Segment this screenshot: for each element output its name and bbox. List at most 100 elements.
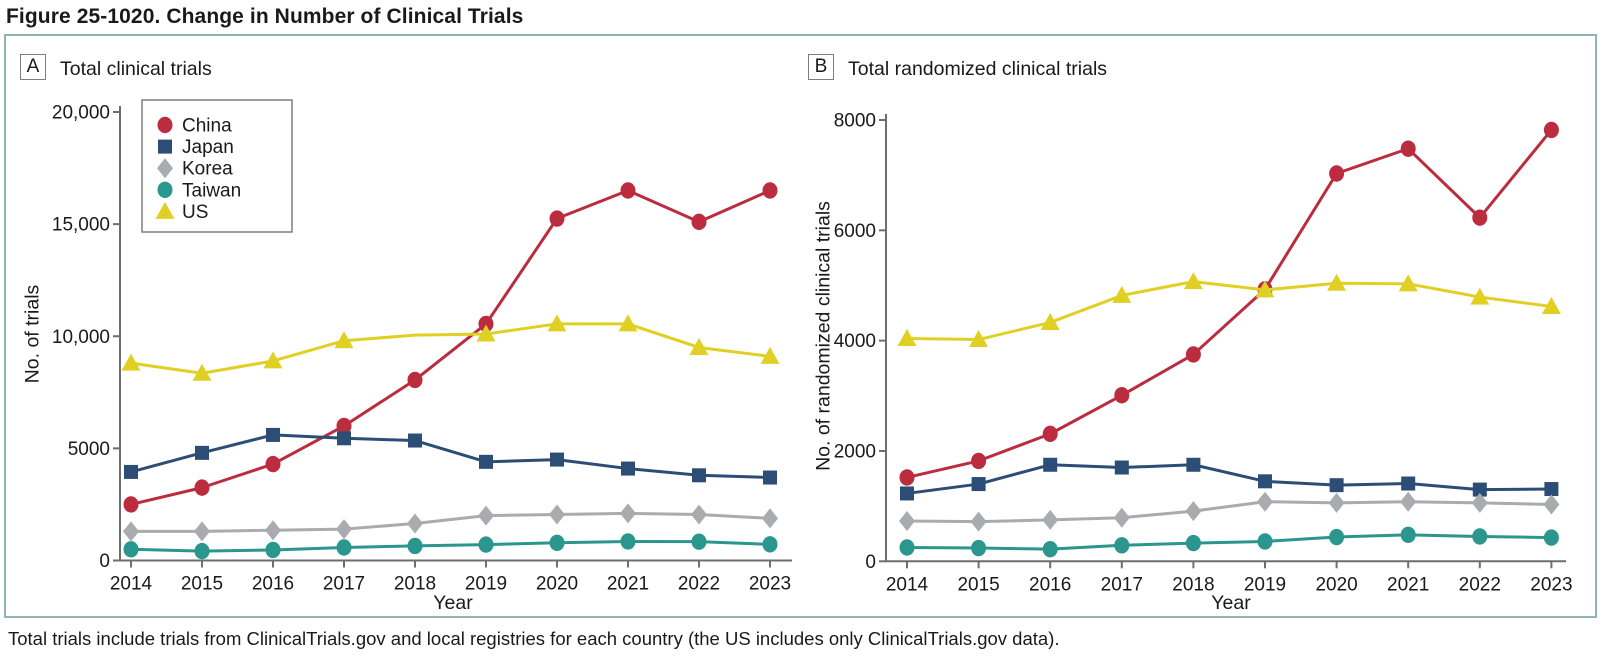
marker-japan-2020-panel-B (1329, 478, 1344, 493)
marker-us-2015-panel-B (969, 330, 989, 348)
marker-china-2018-panel-B (1185, 346, 1201, 363)
legend-label-japan: Japan (182, 137, 234, 158)
panel-b-y-axis-label: No. of randomized clinical trials (812, 201, 835, 471)
marker-japan-2021-panel-B (1401, 476, 1416, 491)
series-line-china-panel-B (905, 128, 1553, 479)
marker-taiwan-2019-panel-A (478, 536, 494, 553)
marker-china-2014-panel-A (123, 496, 139, 513)
panel-A-x-tick-label: 2015 (181, 574, 223, 595)
legend-marker-us (155, 201, 175, 219)
panel-B-x-tick-label: 2020 (1315, 574, 1357, 595)
panel-B-y-tick-label: 4000 (834, 331, 876, 352)
marker-china-2022-panel-A (691, 213, 707, 231)
marker-korea-2014-panel-B (899, 511, 915, 532)
marker-korea-2021-panel-B (1400, 491, 1417, 512)
panel-a-badge: A (20, 54, 46, 80)
panel-B-x-tick-label: 2017 (1101, 574, 1143, 595)
marker-taiwan-2020-panel-B (1329, 528, 1345, 546)
marker-japan-2021-panel-A (621, 461, 635, 476)
marker-taiwan-2017-panel-A (336, 539, 352, 556)
marker-us-2019-panel-A (476, 324, 496, 342)
legend-marker-japan (158, 139, 172, 154)
panel-A-y-tick-label: 10,000 (52, 327, 110, 348)
marker-japan-2014-panel-B (900, 486, 914, 501)
marker-us-2022-panel-A (689, 337, 709, 355)
panel-A-x-tick-label: 2020 (536, 574, 578, 595)
marker-us-2016-panel-A (263, 351, 283, 369)
panel-B-x-tick-label: 2023 (1530, 574, 1572, 595)
marker-taiwan-2018-panel-A (407, 537, 423, 555)
panel-b-badge: B (808, 54, 834, 80)
panel-a-title: Total clinical trials (60, 58, 212, 80)
marker-china-2016-panel-A (265, 455, 281, 473)
marker-us-2014-panel-B (897, 328, 917, 346)
marker-taiwan-2016-panel-B (1042, 540, 1058, 558)
marker-korea-2015-panel-B (970, 511, 987, 532)
panel-B-y-tick-label: 8000 (834, 111, 876, 132)
marker-us-2016-panel-B (1040, 312, 1060, 330)
marker-korea-2017-panel-B (1113, 507, 1130, 528)
marker-china-2023-panel-B (1543, 121, 1559, 139)
series-line-japan-panel-A (129, 433, 772, 480)
marker-taiwan-2016-panel-A (265, 541, 281, 559)
marker-us-2020-panel-B (1327, 273, 1347, 291)
clinical-trials-chart: 0 5000 10,000 15,000 20,000 2014 2015 2016 2017 2… (52, 99, 1573, 595)
marker-japan-2017-panel-B (1114, 460, 1129, 475)
marker-us-2019-panel-B (1255, 280, 1275, 298)
panel-A-y-tick-label: 5000 (68, 439, 110, 460)
marker-us-2021-panel-A (618, 314, 638, 332)
marker-us-2022-panel-B (1470, 287, 1490, 305)
marker-korea-2019-panel-A (478, 505, 494, 526)
marker-korea-2019-panel-B (1257, 491, 1273, 512)
marker-us-2023-panel-A (760, 346, 780, 364)
series-line-china-panel-A (129, 188, 772, 506)
panel-A-x-tick-label: 2019 (465, 574, 507, 595)
marker-korea-2017-panel-A (336, 519, 352, 540)
panel-A-x-tick-label: 2017 (323, 574, 365, 595)
marker-china-2017-panel-A (336, 417, 352, 435)
marker-china-2018-panel-A (407, 371, 423, 389)
panel-A-x-tick-label: 2021 (607, 574, 649, 595)
legend-label-taiwan: Taiwan (182, 180, 241, 201)
marker-korea-2020-panel-B (1328, 492, 1345, 513)
marker-korea-2016-panel-B (1042, 509, 1059, 530)
marker-taiwan-2015-panel-B (971, 539, 987, 557)
legend-label-korea: Korea (182, 159, 233, 180)
marker-china-2021-panel-B (1400, 140, 1416, 157)
panel-A-x-tick-label: 2018 (394, 574, 436, 595)
panel-A-y-tick-label: 0 (99, 551, 110, 572)
panel-B-y-tick-label: 0 (865, 552, 876, 573)
marker-us-2015-panel-A (192, 363, 212, 381)
series-line-taiwan-panel-A (129, 539, 772, 553)
marker-taiwan-2023-panel-A (762, 536, 778, 553)
panel-A-y-tick-label: 15,000 (52, 215, 110, 236)
marker-us-2017-panel-A (334, 331, 354, 349)
panel-A-x-tick-label: 2014 (110, 574, 153, 595)
marker-china-2023-panel-A (762, 182, 778, 199)
marker-korea-2018-panel-A (407, 513, 423, 534)
legend-marker-china (157, 116, 173, 134)
marker-korea-2021-panel-A (620, 503, 636, 524)
marker-japan-2014-panel-A (124, 464, 138, 479)
panel-B-y-tick-label: 2000 (834, 441, 876, 462)
panel-a-y-axis-label: No. of trials (21, 284, 44, 384)
legend-marker-taiwan (157, 181, 173, 198)
marker-us-2021-panel-B (1398, 274, 1418, 292)
panel-B-x-tick-label: 2018 (1172, 574, 1214, 595)
marker-us-2020-panel-A (547, 314, 567, 332)
series-line-us-panel-A (129, 322, 772, 375)
panel-A-x-tick-label: 2023 (749, 574, 791, 595)
panel-A-x-tick-label: 2016 (252, 574, 294, 595)
marker-japan-2022-panel-A (692, 468, 706, 483)
marker-korea-2022-panel-B (1471, 492, 1488, 513)
marker-taiwan-2015-panel-A (194, 542, 210, 560)
marker-japan-2015-panel-A (195, 445, 209, 460)
marker-taiwan-2020-panel-A (549, 534, 565, 551)
marker-taiwan-2021-panel-B (1400, 526, 1416, 544)
marker-china-2015-panel-A (194, 479, 210, 496)
marker-taiwan-2021-panel-A (620, 533, 636, 550)
marker-china-2022-panel-B (1472, 209, 1488, 226)
series-line-us-panel-B (905, 280, 1553, 342)
panel-a-x-axis-label: Year (433, 592, 473, 614)
